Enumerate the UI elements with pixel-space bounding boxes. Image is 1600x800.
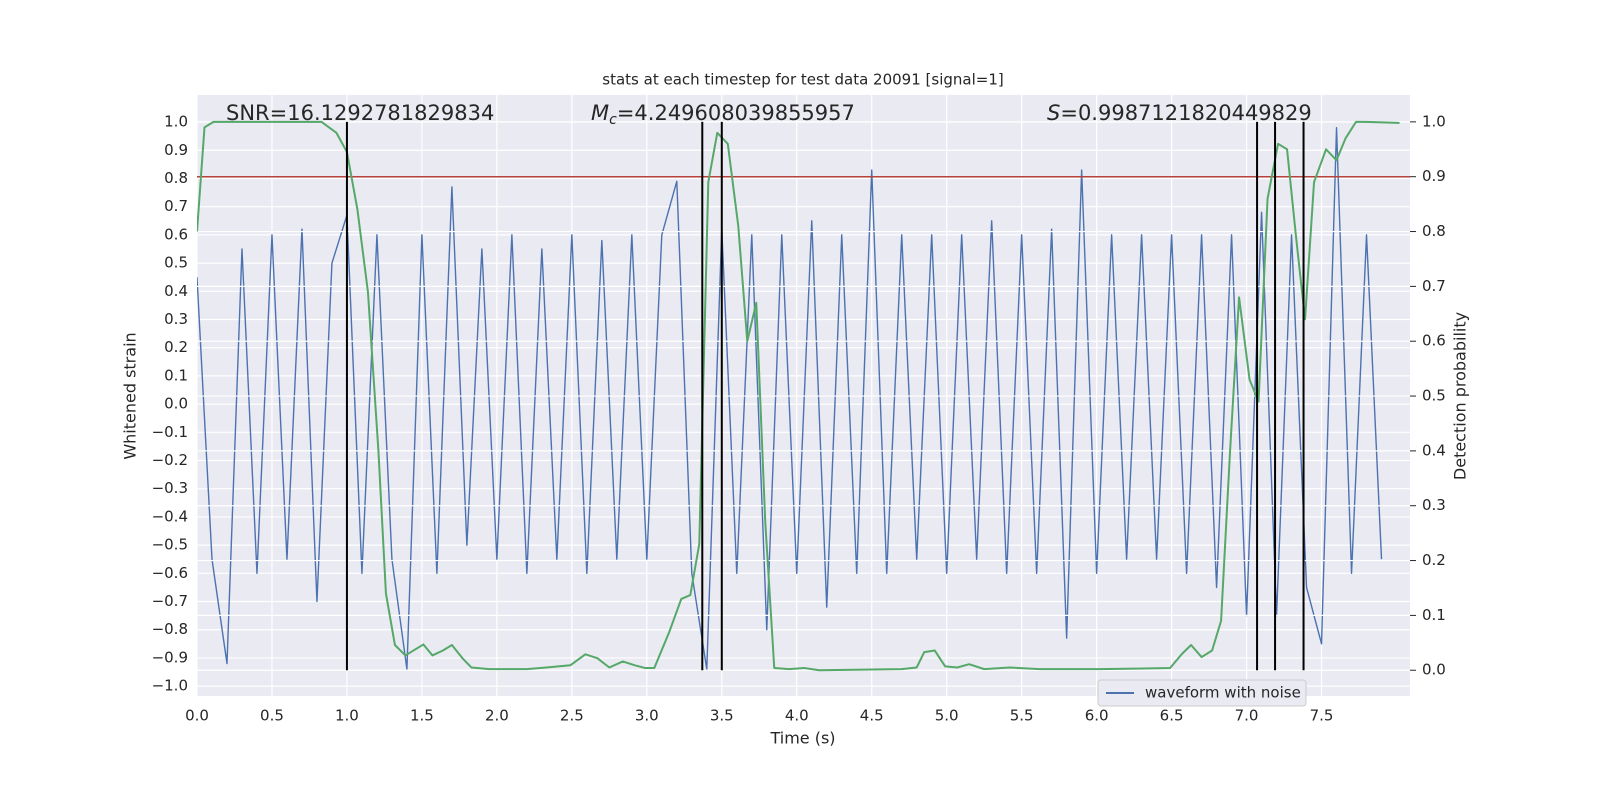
y2-tick-label: 0.1: [1422, 606, 1446, 624]
y2-tick-label: 1.0: [1422, 112, 1446, 130]
y-tick-label: 0.1: [164, 366, 188, 384]
y-tick-label: −0.1: [152, 423, 188, 441]
probability-line: [197, 120, 1400, 672]
annotation: SNR=16.1292781829834: [226, 101, 494, 125]
x-tick-label: 1.0: [335, 707, 359, 725]
y-tick-label: 0.6: [164, 225, 188, 243]
x-tick-label: 4.5: [860, 707, 884, 725]
y-tick-label: 0.2: [164, 338, 188, 356]
y-tick-label: 0.5: [164, 254, 188, 272]
x-tick-label: 4.0: [785, 707, 809, 725]
x-axis-label: Time (s): [769, 729, 835, 748]
y-tick-label: −0.2: [152, 451, 188, 469]
y-tick-label: 0.8: [164, 169, 188, 187]
waveform-line: [197, 127, 1383, 670]
y2-tick-label: 0.2: [1422, 551, 1446, 569]
x-tick-label: 7.0: [1235, 707, 1259, 725]
y2-tick-label: 0.4: [1422, 441, 1446, 459]
y-tick-label: −0.8: [152, 620, 188, 638]
x-tick-label: 0.0: [185, 707, 209, 725]
y-tick-label: 0.4: [164, 282, 188, 300]
y-axis-label: Whitened strain: [121, 332, 140, 459]
y-tick-label: 0.9: [164, 141, 188, 159]
y2-tick-label: 0.6: [1422, 332, 1446, 350]
x-tick-label: 2.0: [485, 707, 509, 725]
x-tick-label: 6.0: [1085, 707, 1109, 725]
y-tick-label: −0.7: [152, 592, 188, 610]
y2-tick-label: 0.5: [1422, 387, 1446, 405]
y-tick-label: −0.4: [152, 507, 188, 525]
x-tick-label: 6.5: [1160, 707, 1184, 725]
annotation: Mc=4.249608039855957: [591, 101, 855, 128]
y-tick-label: 0.7: [164, 197, 188, 215]
annotation-symbol: S: [1047, 101, 1060, 125]
x-tick-label: 3.0: [635, 707, 659, 725]
y-tick-label: −0.3: [152, 479, 188, 497]
x-tick-label: 2.5: [560, 707, 584, 725]
legend-box: [1097, 679, 1307, 707]
y2-tick-label: 0.9: [1422, 167, 1446, 185]
y2-tick-label: 0.8: [1422, 222, 1446, 240]
y-tick-label: −0.6: [152, 564, 188, 582]
x-tick-label: 1.5: [410, 707, 434, 725]
y-tick-label: −0.9: [152, 648, 188, 666]
annotation-text: =4.249608039855957: [617, 101, 855, 125]
annotation-symbol: M: [591, 101, 609, 125]
annotation: S=0.9987121820449829: [1047, 101, 1312, 125]
y2-tick-label: 0.3: [1422, 496, 1446, 514]
x-tick-label: 5.0: [935, 707, 959, 725]
x-tick-label: 5.5: [1010, 707, 1034, 725]
x-tick-label: 3.5: [710, 707, 734, 725]
legend-label: waveform with noise: [1145, 684, 1301, 702]
x-tick-label: 7.5: [1310, 707, 1334, 725]
x-tick-label: 0.5: [260, 707, 284, 725]
y2-axis-label: Detection probability: [1451, 312, 1470, 480]
annotation-text: =0.9987121820449829: [1060, 101, 1311, 125]
y-tick-label: 1.0: [164, 113, 188, 131]
y-tick-label: −0.5: [152, 536, 188, 554]
annotation-text: SNR=16.1292781829834: [226, 101, 494, 125]
y-tick-label: 0.0: [164, 395, 188, 413]
y-tick-label: 0.3: [164, 310, 188, 328]
y2-tick-label: 0.7: [1422, 277, 1446, 295]
y-tick-label: −1.0: [152, 677, 188, 695]
y2-tick-label: 0.0: [1422, 661, 1446, 679]
annotation-subscript: c: [609, 112, 617, 128]
chart-title: stats at each timestep for test data 200…: [602, 71, 1003, 89]
